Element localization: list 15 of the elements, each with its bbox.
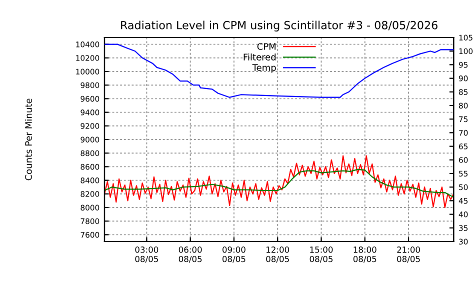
x-tick-label: 15:00 08/05 — [310, 246, 333, 263]
x-tick-label: 18:00 08/05 — [353, 246, 376, 263]
x-tick-label: 09:00 08/05 — [222, 246, 246, 263]
y-axis-title: Counts Per Minute — [24, 98, 32, 180]
legend-label: Filtered — [244, 53, 276, 60]
chart-title: Radiation Level in CPM using Scintillator #3 - 08/05/2026 — [121, 20, 438, 32]
x-tick-label: 06:00 08/05 — [178, 246, 202, 263]
legend-label: Temp — [252, 64, 276, 73]
line-series — [104, 155, 454, 208]
x-tick-label: 03:00 08/05 — [135, 246, 158, 263]
line-series — [104, 44, 454, 98]
legend-label: CPM — [257, 43, 276, 50]
x-tick-label: 12:00 08/05 — [266, 246, 290, 263]
x-tick-label: 21:00 08/05 — [397, 246, 420, 263]
line-series — [104, 168, 454, 198]
